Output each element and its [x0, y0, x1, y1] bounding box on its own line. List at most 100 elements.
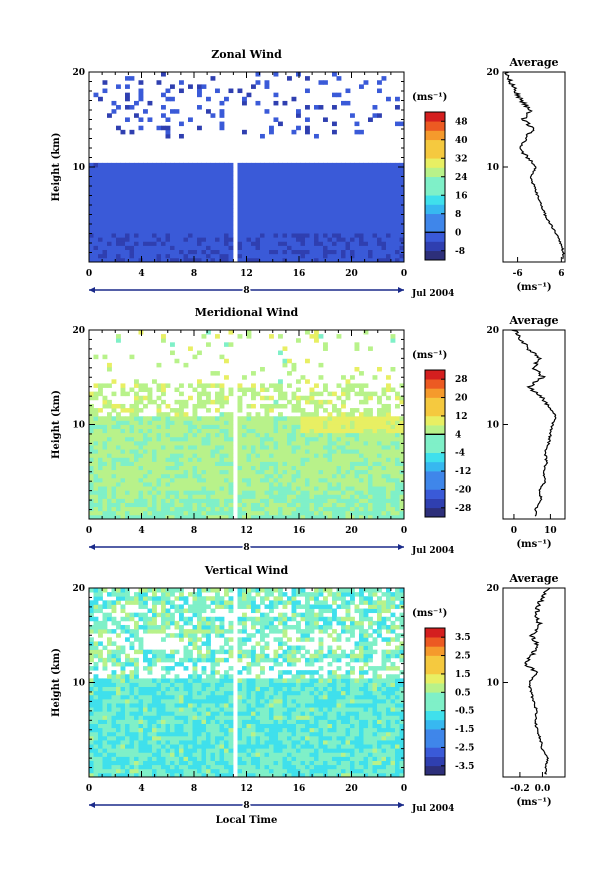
heatmap-cell [201, 420, 207, 425]
heatmap-cell [134, 661, 139, 667]
heatmap-cell [152, 694, 157, 700]
heatmap-cell [336, 420, 342, 425]
heatmap-cell [390, 245, 396, 251]
heatmap-cell [305, 212, 310, 217]
heatmap-cell [93, 707, 99, 712]
heatmap-cell [102, 756, 108, 761]
heatmap-cell [174, 241, 180, 246]
heatmap-cell [287, 233, 292, 238]
heatmap-cell [102, 445, 108, 450]
heatmap-cell [147, 731, 153, 737]
heatmap-cell [179, 436, 184, 442]
heatmap-cell [291, 204, 297, 209]
heatmap-cell [120, 764, 126, 770]
heatmap-cell [318, 469, 324, 475]
heatmap-cell [156, 445, 162, 450]
heatmap-cell [386, 96, 391, 102]
heatmap-cell [377, 200, 382, 205]
heatmap-cell [111, 748, 117, 753]
heatmap-cell [116, 661, 121, 667]
heatmap-cell [354, 253, 360, 259]
heatmap-cell [273, 453, 279, 458]
heatmap-cell [206, 502, 211, 508]
heatmap-cell [116, 715, 121, 720]
heatmap-cell [93, 432, 99, 438]
heatmap-cell [246, 224, 252, 230]
heatmap-cell [170, 179, 175, 184]
heatmap-cell [111, 629, 117, 634]
heatmap-cell [134, 506, 139, 512]
heatmap-cell [179, 772, 184, 778]
heatmap-cell [377, 453, 382, 458]
heatmap-cell [345, 253, 351, 259]
heatmap-cell [287, 486, 292, 491]
heatmap-cell [107, 428, 112, 434]
heatmap-cell [98, 387, 103, 393]
heatmap-cell [161, 175, 166, 180]
heatmap-cell [165, 666, 171, 671]
heatmap-cell [111, 756, 117, 761]
heatmap-cell [125, 453, 130, 458]
heatmap-cell [251, 220, 256, 226]
heatmap-cell [161, 768, 166, 774]
heatmap-cell [183, 179, 189, 184]
heatmap-cell [273, 440, 279, 446]
heatmap-cell [296, 477, 301, 483]
heatmap-cell [363, 465, 369, 471]
heatmap-cell [341, 510, 346, 516]
heatmap-cell [264, 457, 270, 462]
heatmap-cell [273, 212, 279, 217]
heatmap-cell [314, 399, 319, 405]
heatmap-cell [125, 216, 130, 222]
heatmap-cell [147, 629, 153, 634]
heatmap-cell [197, 228, 202, 234]
heatmap-cell [197, 125, 202, 131]
heatmap-cell [215, 257, 220, 263]
heatmap-cell [143, 707, 148, 712]
heatmap-cell [228, 424, 234, 430]
heatmap-cell [147, 756, 153, 761]
heatmap-cell [134, 686, 139, 692]
heatmap-cell [287, 432, 292, 438]
heatmap-cell [161, 233, 166, 238]
heatmap-cell [287, 482, 292, 487]
heatmap-cell [273, 200, 279, 205]
heatmap-cell [372, 449, 378, 454]
heatmap-cell [210, 453, 216, 458]
heatmap-cell [116, 682, 121, 688]
heatmap-cell [282, 428, 288, 434]
heatmap-cell [246, 216, 252, 222]
heatmap-cell [327, 473, 333, 479]
heatmap-cell [395, 498, 400, 503]
heatmap-cell [219, 113, 225, 118]
heatmap-cell [116, 457, 121, 462]
heatmap-cell [390, 334, 396, 339]
heatmap-cell [305, 330, 310, 335]
heatmap-cell [179, 233, 184, 238]
heatmap-cell [161, 253, 166, 259]
x-tick-label: 8 [191, 526, 197, 536]
heatmap-cell [111, 649, 117, 655]
heatmap-cell [183, 233, 189, 238]
heatmap-cell [152, 596, 157, 601]
heatmap-cell [386, 486, 391, 491]
heatmap-cell [264, 510, 270, 516]
heatmap-cell [147, 694, 153, 700]
heatmap-cell [134, 208, 139, 213]
heatmap-cell [314, 486, 319, 491]
heatmap-cell [242, 171, 247, 176]
heatmap-cell [269, 408, 274, 413]
heatmap-cell [246, 245, 252, 251]
heatmap-cell [107, 233, 112, 238]
heatmap-cell [147, 449, 153, 454]
heatmap-cell [179, 768, 184, 774]
heatmap-cell [336, 183, 342, 189]
heatmap-cell [129, 756, 135, 761]
heatmap-cell [102, 224, 108, 230]
heatmap-cell [147, 477, 153, 483]
heatmap-cell [242, 100, 247, 106]
heatmap-cell [363, 233, 369, 238]
heatmap-cell [98, 608, 103, 614]
heatmap-cell [282, 162, 288, 168]
heatmap-cell [116, 752, 121, 757]
